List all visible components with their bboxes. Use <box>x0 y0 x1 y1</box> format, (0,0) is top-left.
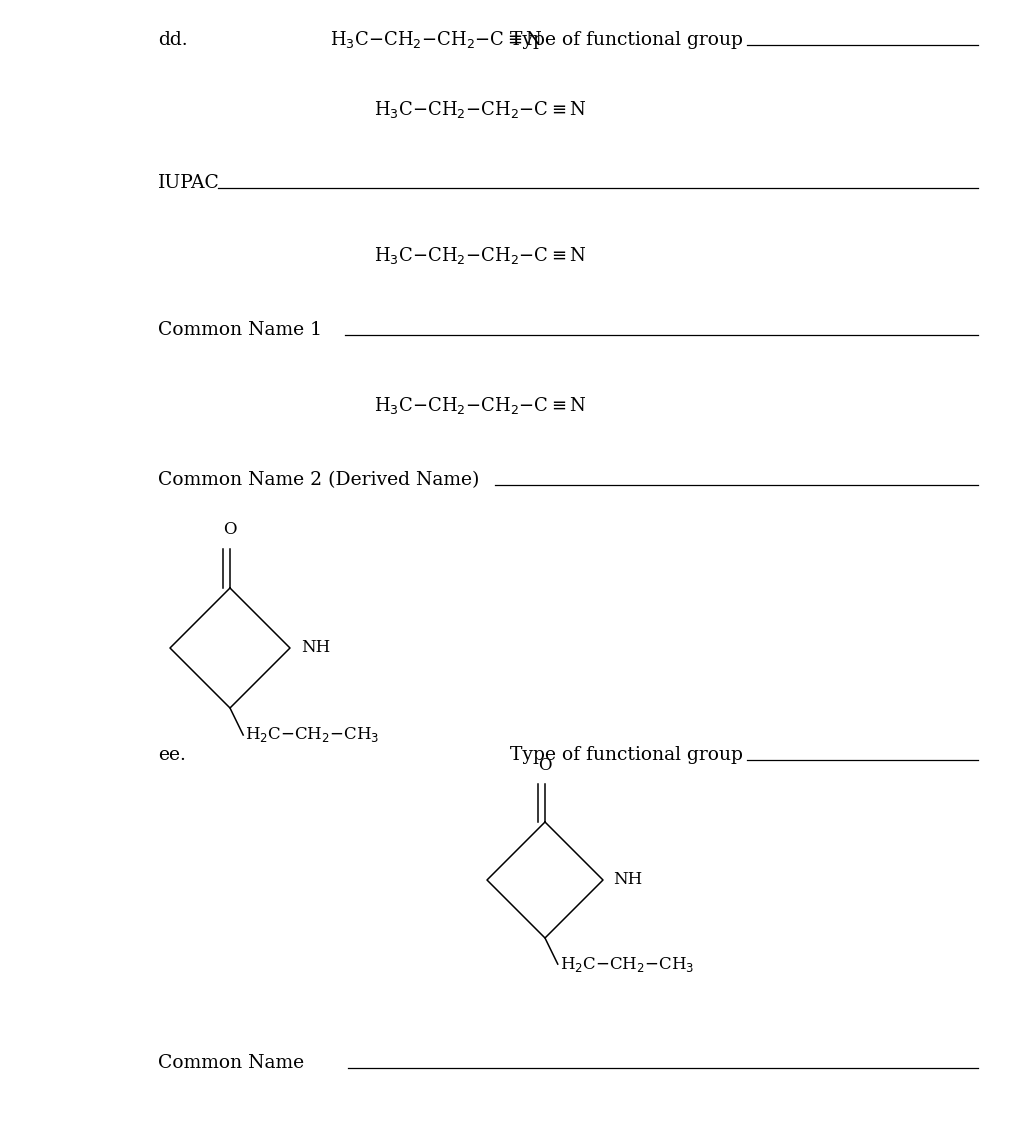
Text: H$_3$C$-$CH$_2$$-$CH$_2$$-$C$\equiv$N: H$_3$C$-$CH$_2$$-$CH$_2$$-$C$\equiv$N <box>374 99 586 121</box>
Text: ee.: ee. <box>158 746 186 764</box>
Text: H$_3$C$-$CH$_2$$-$CH$_2$$-$C$\equiv$N: H$_3$C$-$CH$_2$$-$CH$_2$$-$C$\equiv$N <box>330 30 543 50</box>
Text: Type of functional group: Type of functional group <box>510 746 743 764</box>
Text: O: O <box>538 757 552 774</box>
Text: Type of functional group: Type of functional group <box>510 31 743 49</box>
Text: H$_3$C$-$CH$_2$$-$CH$_2$$-$C$\equiv$N: H$_3$C$-$CH$_2$$-$CH$_2$$-$C$\equiv$N <box>374 244 586 266</box>
Text: NH: NH <box>301 640 330 657</box>
Text: dd.: dd. <box>158 31 188 49</box>
Text: NH: NH <box>614 871 643 888</box>
Text: IUPAC: IUPAC <box>158 174 219 192</box>
Text: Common Name: Common Name <box>158 1054 304 1072</box>
Text: Common Name 1: Common Name 1 <box>158 321 322 339</box>
Text: H$_2$C$-$CH$_2$$-$CH$_3$: H$_2$C$-$CH$_2$$-$CH$_3$ <box>245 725 379 744</box>
Text: H$_3$C$-$CH$_2$$-$CH$_2$$-$C$\equiv$N: H$_3$C$-$CH$_2$$-$CH$_2$$-$C$\equiv$N <box>374 394 586 415</box>
Text: H$_2$C$-$CH$_2$$-$CH$_3$: H$_2$C$-$CH$_2$$-$CH$_3$ <box>560 954 694 974</box>
Text: O: O <box>224 521 237 538</box>
Text: Common Name 2 (Derived Name): Common Name 2 (Derived Name) <box>158 471 480 489</box>
